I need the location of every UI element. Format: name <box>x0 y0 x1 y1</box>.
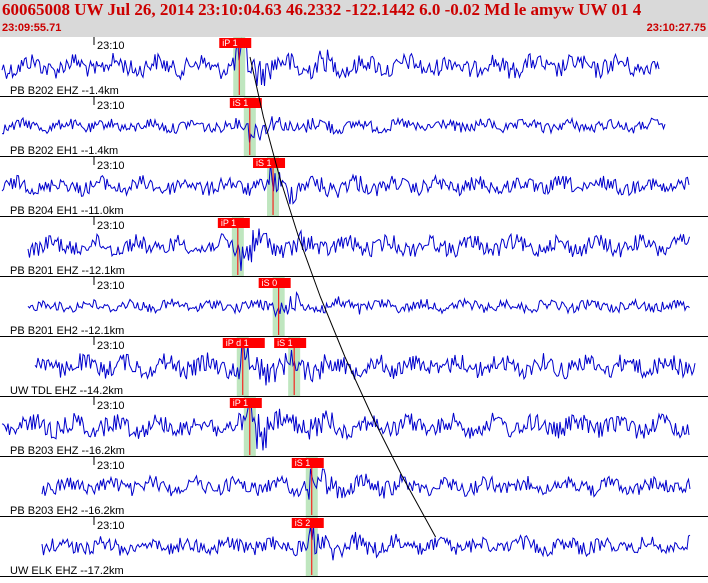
waveform-trace <box>27 290 690 318</box>
trace-panel[interactable]: 23:10 iS 2 UW ELK EHZ --17.2km <box>0 517 708 577</box>
phase-pick[interactable]: iP 1 <box>229 398 262 455</box>
time-tick-label: 23:10 <box>97 460 125 472</box>
phase-pick[interactable]: iP d 1 <box>222 338 265 395</box>
station-label: UW ELK EHZ --17.2km <box>10 565 124 577</box>
pick-box <box>274 338 307 348</box>
time-tick-label: 23:10 <box>97 100 125 112</box>
pick-label: iP 1 <box>222 38 237 48</box>
pick-label: iS 1 <box>277 338 293 348</box>
phase-pick[interactable]: iS 2 <box>291 518 324 575</box>
time-tick-label: 23:10 <box>97 520 125 532</box>
waveform-trace <box>1 116 666 143</box>
phase-pick[interactable]: iS 1 <box>253 158 286 215</box>
phase-pick[interactable]: iS 1 <box>229 98 262 155</box>
station-label: PB B201 EHZ --12.1km <box>10 265 125 277</box>
station-label: PB B201 EH2 --12.1km <box>10 325 124 337</box>
trace-panel[interactable]: 23:10 iS 0 PB B201 EH2 --12.1km <box>0 277 708 337</box>
pick-label: iS 1 <box>256 158 272 168</box>
header-bar: 60065008 UW Jul 26, 2014 23:10:04.63 46.… <box>0 0 708 37</box>
end-time: 23:10:27.75 <box>646 22 706 34</box>
pick-label: iS 0 <box>262 278 278 288</box>
pick-label: iP 1 <box>221 218 236 228</box>
pick-box <box>222 338 265 348</box>
time-tick-label: 23:10 <box>97 220 125 232</box>
phase-pick[interactable]: iS 1 <box>291 458 324 515</box>
pick-box <box>291 458 324 468</box>
phase-pick[interactable]: iS 1 <box>274 338 307 395</box>
pick-box <box>253 158 286 168</box>
pick-label: iP d 1 <box>226 338 249 348</box>
pick-box <box>291 518 324 528</box>
pick-box <box>229 98 262 108</box>
time-tick-label: 23:10 <box>97 400 125 412</box>
station-label: PB B203 EH2 --16.2km <box>10 505 124 517</box>
waveform-trace <box>27 228 690 271</box>
pick-box <box>258 278 291 288</box>
time-tick-label: 23:10 <box>97 160 125 172</box>
waveform-trace <box>41 526 691 561</box>
phase-pick[interactable]: iP 1 <box>219 38 252 95</box>
seismogram-svg[interactable]: 23:10 iP 1 PB B202 EHZ --1.4km 23:10 iS 1 PB … <box>0 37 708 578</box>
waveform-trace <box>34 340 696 386</box>
pick-label: iS 1 <box>295 458 311 468</box>
pick-label: iS 1 <box>233 98 249 108</box>
trace-panel[interactable]: 23:10 iS 1 PB B203 EH2 --16.2km <box>0 457 708 517</box>
moveout-curve <box>249 56 437 538</box>
pick-label: iP 1 <box>233 398 248 408</box>
start-time: 23:09:55.71 <box>2 22 62 34</box>
waveform-trace <box>1 162 690 205</box>
pick-box <box>219 38 252 48</box>
trace-panel[interactable]: 23:10 iS 1 PB B202 EH1 --1.4km <box>0 97 708 157</box>
station-label: PB B202 EH1 --1.4km <box>10 145 118 157</box>
pick-label: iS 2 <box>295 518 311 528</box>
waveform-trace <box>41 468 691 500</box>
station-label: PB B203 EHZ --16.2km <box>10 445 125 457</box>
pick-box <box>229 398 262 408</box>
trace-panel[interactable]: 23:10 iS 1 PB B204 EH1 --11.0km <box>0 157 708 217</box>
seismogram-panel[interactable]: 23:10 iP 1 PB B202 EHZ --1.4km 23:10 iS 1 PB … <box>0 37 708 578</box>
station-label: PB B202 EHZ --1.4km <box>10 85 119 97</box>
time-tick-label: 23:10 <box>97 280 125 292</box>
trace-panel[interactable]: 23:10 iP 1 PB B202 EHZ --1.4km <box>0 37 708 97</box>
trace-panel[interactable]: 23:10 iP d 1 iS 1 UW TDL EHZ --14.2km <box>0 337 708 397</box>
phase-pick[interactable]: iP 1 <box>217 218 250 275</box>
station-label: PB B204 EH1 --11.0km <box>10 205 124 217</box>
trace-panel[interactable]: 23:10 iP 1 PB B203 EHZ --16.2km <box>0 397 708 457</box>
time-tick-label: 23:10 <box>97 340 125 352</box>
trace-panel[interactable]: 23:10 iP 1 PB B201 EHZ --12.1km <box>0 217 708 277</box>
pick-box <box>217 218 250 228</box>
event-title: 60065008 UW Jul 26, 2014 23:10:04.63 46.… <box>2 0 642 19</box>
time-tick-label: 23:10 <box>97 40 125 52</box>
phase-pick[interactable]: iS 0 <box>258 278 291 335</box>
station-label: UW TDL EHZ --14.2km <box>10 385 123 397</box>
waveform-trace <box>1 400 690 451</box>
waveform-trace <box>1 37 660 87</box>
